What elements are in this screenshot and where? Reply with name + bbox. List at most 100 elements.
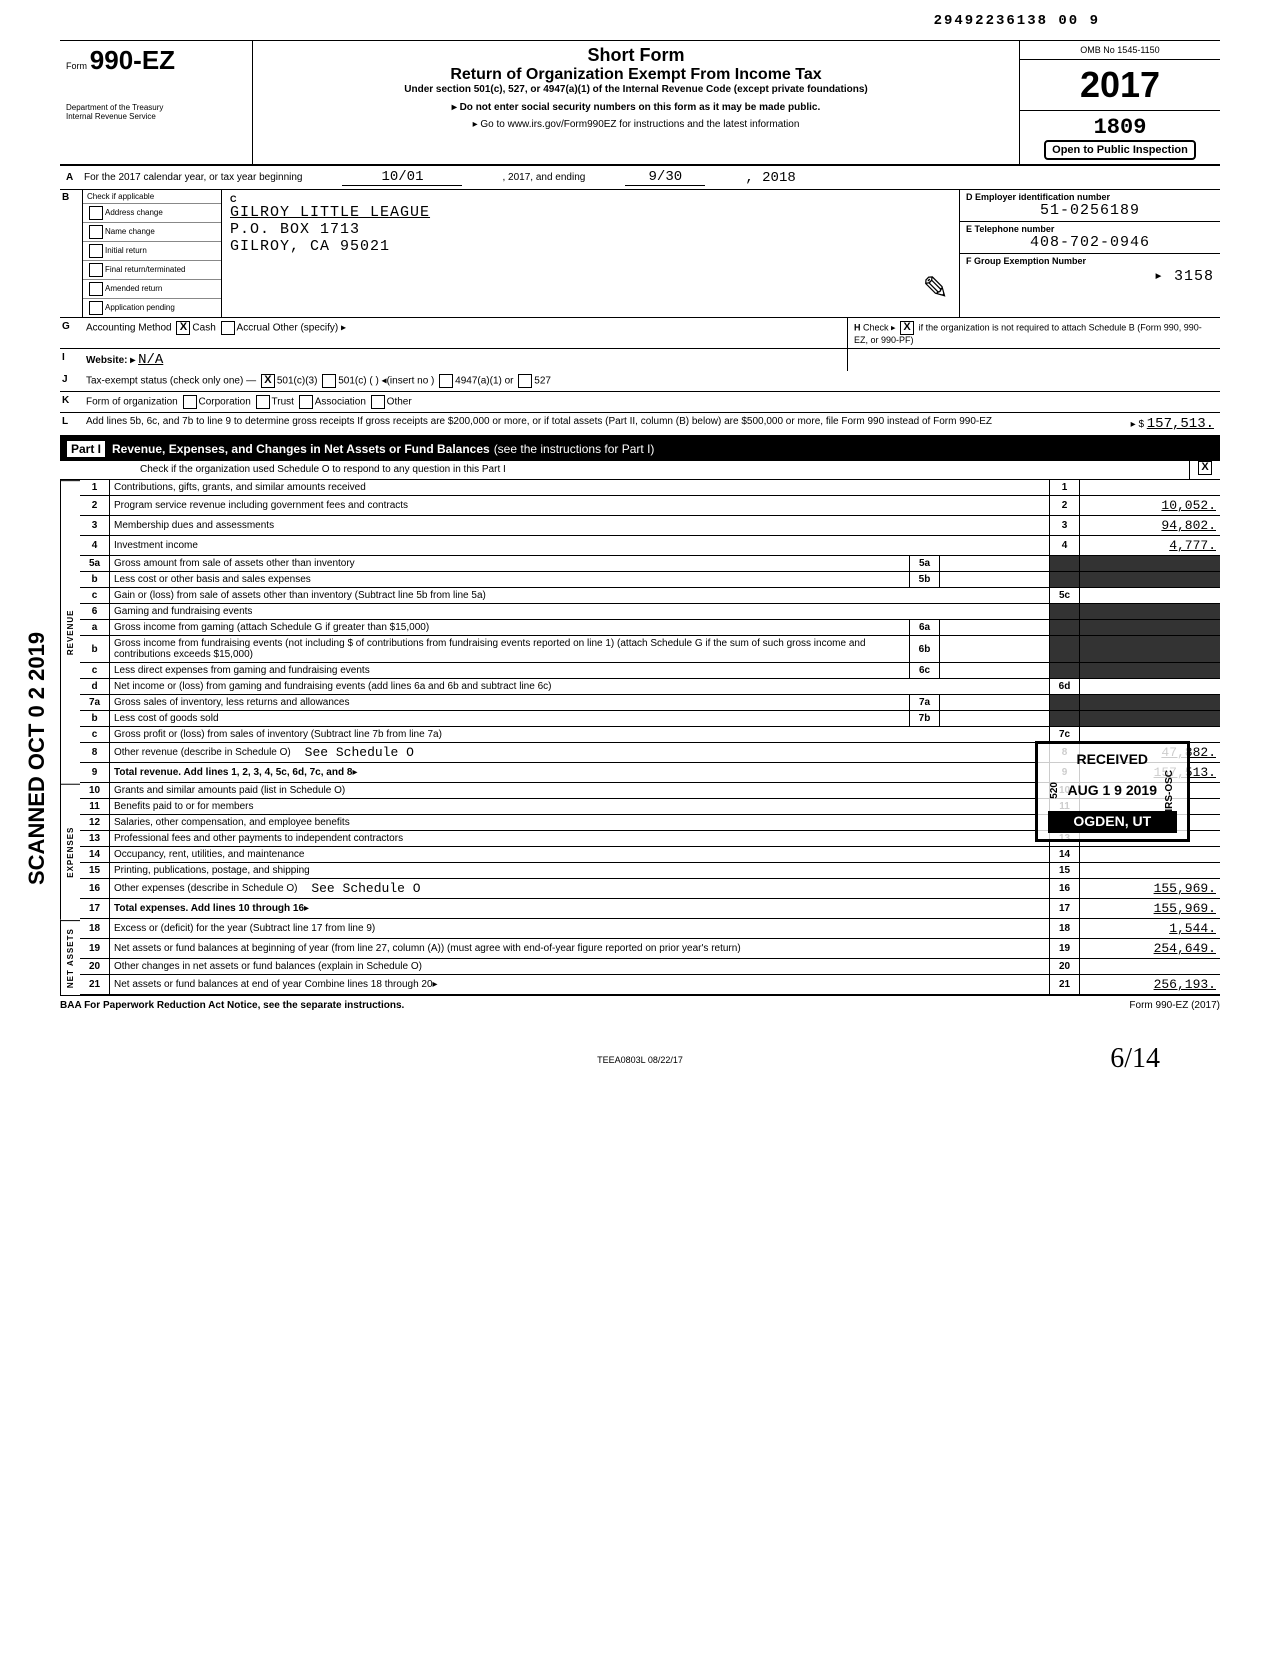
chk-schedule-b[interactable]: X [900,321,914,335]
line-row: 21Net assets or fund balances at end of … [80,975,1220,995]
document-number: 29492236138 00 9 [934,13,1100,29]
right-line-num: 14 [1050,847,1080,863]
tax-year-begin: 10/01 [342,169,462,186]
right-line-num [1050,663,1080,679]
inner-line-num: 6c [910,663,940,679]
line-number: 16 [80,879,110,899]
line-row: 20Other changes in net assets or fund ba… [80,959,1220,975]
line-row: aGross income from gaming (attach Schedu… [80,620,1220,636]
phone-label: E Telephone number [966,224,1214,234]
footer-row: BAA For Paperwork Reduction Act Notice, … [60,995,1220,1015]
line-row: cGain or (loss) from sale of assets othe… [80,588,1220,604]
line-number: c [80,663,110,679]
open-inspection-box: Open to Public Inspection [1044,140,1196,160]
chk-527[interactable] [518,374,532,388]
open-inspection: 1809 Open to Public Inspection [1020,111,1220,164]
line-text: Occupancy, rent, utilities, and maintena… [110,847,1050,863]
org-addr2: GILROY, CA 95021 [230,238,951,255]
inner-line-val [940,695,1050,711]
right-line-num [1050,620,1080,636]
line-row: 16Other expenses (describe in Schedule O… [80,879,1220,899]
phone-value: 408-702-0946 [966,234,1214,251]
org-addr1: P.O. BOX 1713 [230,221,951,238]
row-a-text: For the 2017 calendar year, or tax year … [84,172,302,183]
line-text: Less cost or other basis and sales expen… [110,572,910,588]
line-number: 18 [80,919,110,939]
line-number: 21 [80,975,110,995]
short-form-label: Short Form [259,45,1013,66]
line-number: 1 [80,480,110,496]
scanned-stamp: SCANNED OCT 0 2 2019 [24,632,50,885]
right-line-num: 18 [1050,919,1080,939]
subtitle-2: ▸ Do not enter social security numbers o… [259,102,1013,113]
right-line-num [1050,572,1080,588]
line-number: 13 [80,831,110,847]
line-number: 12 [80,815,110,831]
form-footer: Form 990-EZ (2017) [1129,1000,1220,1011]
chk-trust[interactable] [256,395,270,409]
line-amount: 155,969. [1080,899,1220,919]
row-l: L Add lines 5b, 6c, and 7b to line 9 to … [60,413,1220,437]
line-row: 3Membership dues and assessments394,802. [80,516,1220,536]
chk-4947[interactable] [439,374,453,388]
chk-corp[interactable] [183,395,197,409]
group-value: ▸ 3158 [966,266,1214,285]
form-page: 29492236138 00 9 SCANNED OCT 0 2 2019 Fo… [60,40,1220,1065]
inner-line-num: 5b [910,572,940,588]
chk-schedule-o[interactable]: X [1198,461,1212,475]
chk-pending: Application pending [83,299,221,317]
teea-code: TEEA0803L 08/22/17 [60,1055,1220,1065]
department-label: Department of the Treasury Internal Reve… [66,104,246,122]
line-text: Investment income [110,536,1050,556]
chk-501c3[interactable]: X [261,374,275,388]
line-amount [1080,620,1220,636]
chk-assoc[interactable] [299,395,313,409]
chk-other[interactable] [371,395,385,409]
row-j: J Tax-exempt status (check only one) — X… [60,371,1220,392]
part1-grid: REVENUE EXPENSES NET ASSETS 1Contributio… [60,480,1220,995]
line-number: 7a [80,695,110,711]
right-line-num [1050,604,1080,620]
line-number: 10 [80,783,110,799]
right-line-num [1050,636,1080,663]
chk-501c[interactable] [322,374,336,388]
right-line-num [1050,711,1080,727]
right-line-num: 15 [1050,863,1080,879]
received-stamp: RECEIVED 520 AUG 1 9 2019 IRS-OSC OGDEN,… [1035,741,1191,842]
inner-line-val [940,636,1050,663]
line-number: 20 [80,959,110,975]
line-row: 17Total expenses. Add lines 10 through 1… [80,899,1220,919]
inner-line-val [940,572,1050,588]
omb-number: OMB No 1545-1150 [1020,41,1220,60]
subtitle-3: ▸ Go to www.irs.gov/Form990EZ for instru… [259,119,1013,130]
line-amount [1080,863,1220,879]
part1-header: Part I Revenue, Expenses, and Changes in… [60,437,1220,461]
right-line-num: 17 [1050,899,1080,919]
line-row: cLess direct expenses from gaming and fu… [80,663,1220,679]
right-line-num: 19 [1050,939,1080,959]
line-text: Gross income from fundraising events (no… [110,636,910,663]
chk-accrual[interactable] [221,321,235,335]
org-name: GILROY LITTLE LEAGUE [230,204,951,221]
line-text: Other expenses (describe in Schedule O) … [110,879,1050,899]
line-amount [1080,663,1220,679]
line-text: Excess or (deficit) for the year (Subtra… [110,919,1050,939]
line-row: 15Printing, publications, postage, and s… [80,863,1220,879]
line-number: 3 [80,516,110,536]
right-line-num: 4 [1050,536,1080,556]
line-amount: 94,802. [1080,516,1220,536]
right-line-num [1050,556,1080,572]
line-number: 11 [80,799,110,815]
line-text: Program service revenue including govern… [110,496,1050,516]
line-text: Less cost of goods sold [110,711,910,727]
line-amount: 4,777. [1080,536,1220,556]
inner-line-num: 6a [910,620,940,636]
line-row: dNet income or (loss) from gaming and fu… [80,679,1220,695]
line-amount [1080,959,1220,975]
inner-line-num: 7b [910,711,940,727]
line-amount [1080,636,1220,663]
line-amount [1080,588,1220,604]
inner-line-num: 6b [910,636,940,663]
line-number: b [80,711,110,727]
chk-cash[interactable]: X [176,321,190,335]
